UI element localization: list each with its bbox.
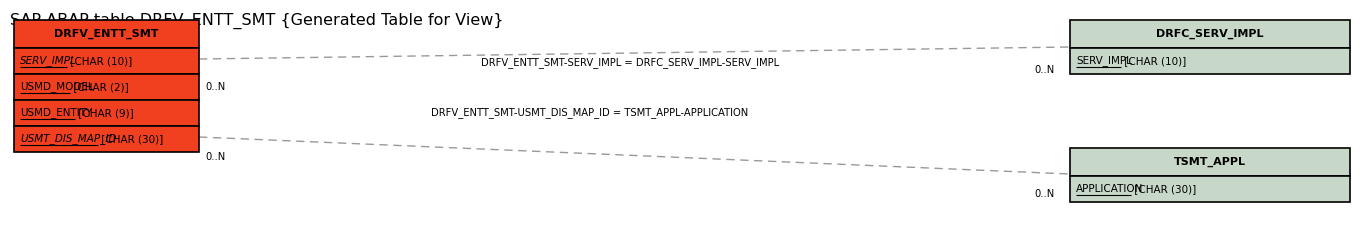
Text: [CHAR (30)]: [CHAR (30)] xyxy=(99,134,163,144)
Text: SERV_IMPL: SERV_IMPL xyxy=(21,55,77,66)
Bar xyxy=(1071,148,1350,176)
Text: 0..N: 0..N xyxy=(205,152,226,162)
Text: 0..N: 0..N xyxy=(205,82,226,92)
Text: SERV_IMPL: SERV_IMPL xyxy=(1076,55,1132,66)
Text: [CHAR (30)]: [CHAR (30)] xyxy=(1131,184,1197,194)
Bar xyxy=(14,126,199,152)
Text: DRFV_ENTT_SMT: DRFV_ENTT_SMT xyxy=(55,29,159,39)
Bar xyxy=(1071,48,1350,74)
Text: DRFV_ENTT_SMT-SERV_IMPL = DRFC_SERV_IMPL-SERV_IMPL: DRFV_ENTT_SMT-SERV_IMPL = DRFC_SERV_IMPL… xyxy=(481,57,779,68)
Bar xyxy=(1071,176,1350,202)
Text: USMD_ENTITY: USMD_ENTITY xyxy=(21,108,92,118)
Text: USMD_MODEL: USMD_MODEL xyxy=(21,82,93,92)
Text: TSMT_APPL: TSMT_APPL xyxy=(1175,157,1246,167)
Text: [CHAR (2)]: [CHAR (2)] xyxy=(70,82,129,92)
Text: 0..N: 0..N xyxy=(1035,65,1055,75)
Bar xyxy=(14,48,199,74)
Bar xyxy=(14,20,199,48)
Text: APPLICATION: APPLICATION xyxy=(1076,184,1143,194)
Text: SAP ABAP table DRFV_ENTT_SMT {Generated Table for View}: SAP ABAP table DRFV_ENTT_SMT {Generated … xyxy=(10,13,504,29)
Text: [CHAR (10)]: [CHAR (10)] xyxy=(67,56,131,66)
Text: [CHAR (9)]: [CHAR (9)] xyxy=(75,108,134,118)
Bar xyxy=(1071,20,1350,48)
Bar xyxy=(14,100,199,126)
Bar xyxy=(14,74,199,100)
Text: USMT_DIS_MAP_ID: USMT_DIS_MAP_ID xyxy=(21,133,116,145)
Text: [CHAR (10)]: [CHAR (10)] xyxy=(1121,56,1187,66)
Text: DRFV_ENTT_SMT-USMT_DIS_MAP_ID = TSMT_APPL-APPLICATION: DRFV_ENTT_SMT-USMT_DIS_MAP_ID = TSMT_APP… xyxy=(431,107,749,118)
Text: DRFC_SERV_IMPL: DRFC_SERV_IMPL xyxy=(1157,29,1264,39)
Text: 0..N: 0..N xyxy=(1035,189,1055,199)
